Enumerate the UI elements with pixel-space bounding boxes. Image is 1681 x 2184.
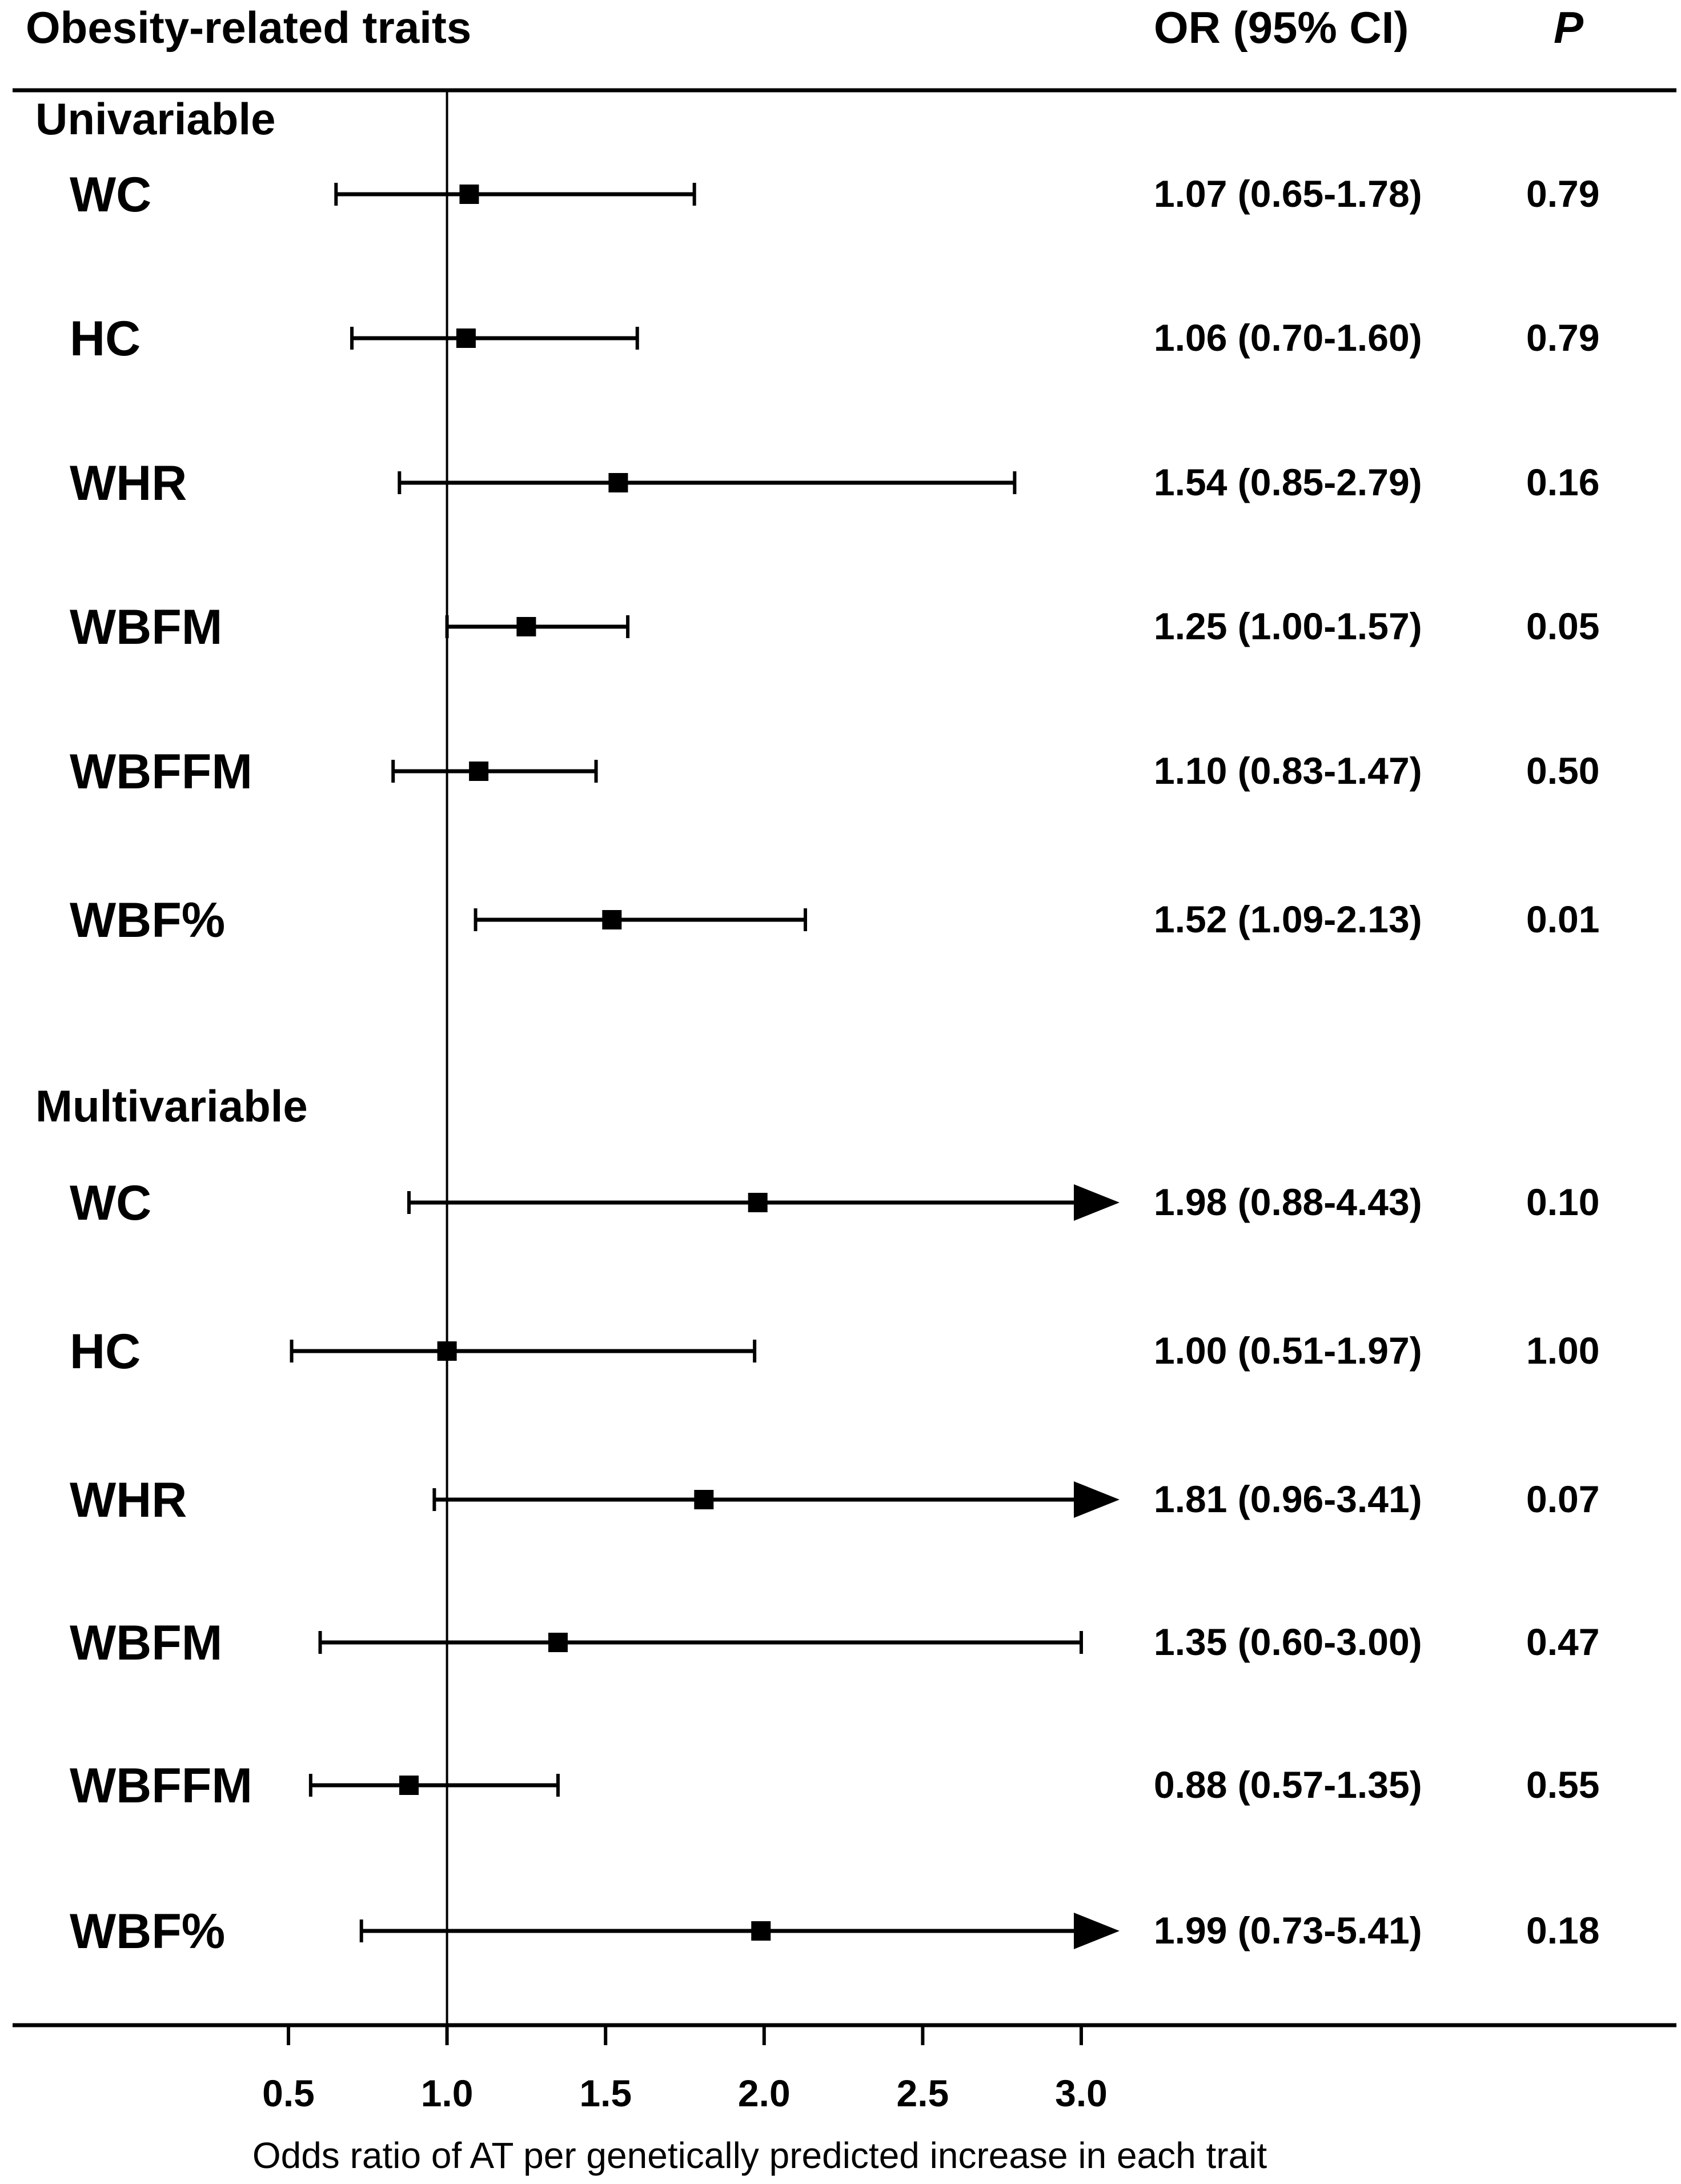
forest-row: WC 1.98 (0.88-4.43) 0.10 <box>70 1176 1599 1231</box>
trait-label: WBFM <box>70 1616 222 1670</box>
trait-label: WHR <box>70 1473 187 1528</box>
point-estimate <box>399 1776 419 1795</box>
or-ci-value: 1.10 (0.83-1.47) <box>1154 750 1422 792</box>
or-ci-value: 1.54 (0.85-2.79) <box>1154 461 1422 503</box>
or-ci-value: 1.07 (0.65-1.78) <box>1154 173 1422 215</box>
forest-row: WBFM 1.25 (1.00-1.57) 0.05 <box>70 600 1599 655</box>
trait-label: WC <box>70 167 151 222</box>
or-ci-value: 1.99 (0.73-5.41) <box>1154 1909 1422 1951</box>
trait-label: HC <box>70 311 141 366</box>
p-value: 0.18 <box>1526 1909 1599 1951</box>
point-estimate <box>548 1633 568 1652</box>
x-axis-label: Odds ratio of AT per genetically predict… <box>252 2135 1267 2176</box>
trait-label: WHR <box>70 456 187 511</box>
point-estimate <box>437 1341 457 1361</box>
p-value: 0.50 <box>1526 750 1599 792</box>
header-or: OR (95% CI) <box>1154 2 1409 53</box>
forest-row: HC 1.06 (0.70-1.60) 0.79 <box>70 311 1599 366</box>
point-estimate <box>456 328 476 348</box>
p-value: 0.79 <box>1526 316 1599 359</box>
point-estimate <box>751 1921 771 1941</box>
x-tick-label: 2.0 <box>738 2072 791 2114</box>
or-ci-value: 1.52 (1.09-2.13) <box>1154 898 1422 940</box>
trait-label: WBFFM <box>70 744 252 799</box>
ci-arrow <box>1074 1184 1120 1221</box>
trait-label: WBF% <box>70 1904 225 1959</box>
header-traits: Obesity-related traits <box>26 2 471 53</box>
point-estimate <box>469 762 489 781</box>
trait-label: WBF% <box>70 893 225 948</box>
p-value: 0.47 <box>1526 1621 1599 1663</box>
forest-row: WHR 1.54 (0.85-2.79) 0.16 <box>70 456 1599 511</box>
or-ci-value: 1.06 (0.70-1.60) <box>1154 316 1422 359</box>
trait-label: WBFFM <box>70 1758 252 1813</box>
p-value: 0.05 <box>1526 605 1599 647</box>
or-ci-value: 1.98 (0.88-4.43) <box>1154 1181 1422 1223</box>
or-ci-value: 1.25 (1.00-1.57) <box>1154 605 1422 647</box>
x-tick-label: 2.5 <box>897 2072 949 2114</box>
or-ci-value: 1.00 (0.51-1.97) <box>1154 1329 1422 1372</box>
point-estimate <box>516 617 536 636</box>
forest-row: WBFFM 1.10 (0.83-1.47) 0.50 <box>70 744 1599 799</box>
plot-rows: Univariable WC 1.07 (0.65-1.78) 0.79 HC 1.06 … <box>35 94 1599 1959</box>
forest-row: WBF% 1.52 (1.09-2.13) 0.01 <box>70 893 1599 948</box>
or-ci-value: 1.81 (0.96-3.41) <box>1154 1478 1422 1520</box>
point-estimate <box>459 185 479 204</box>
p-value: 0.16 <box>1526 461 1599 503</box>
forest-row: WC 1.07 (0.65-1.78) 0.79 <box>70 167 1599 222</box>
p-value: 1.00 <box>1526 1329 1599 1372</box>
forest-row: WBFM 1.35 (0.60-3.00) 0.47 <box>70 1616 1599 1670</box>
forest-row: WBF% 1.99 (0.73-5.41) 0.18 <box>70 1904 1599 1959</box>
trait-label: HC <box>70 1324 141 1379</box>
p-value: 0.01 <box>1526 898 1599 940</box>
point-estimate <box>602 910 622 929</box>
or-ci-value: 1.35 (0.60-3.00) <box>1154 1621 1422 1663</box>
forest-row: WBFFM 0.88 (0.57-1.35) 0.55 <box>70 1758 1599 1813</box>
p-value: 0.10 <box>1526 1181 1599 1223</box>
p-value: 0.79 <box>1526 173 1599 215</box>
point-estimate <box>608 473 628 492</box>
p-value: 0.55 <box>1526 1764 1599 1806</box>
x-axis: 0.5 1.0 1.5 2.0 2.5 3.0 <box>262 2025 1108 2114</box>
ci-arrow <box>1074 1913 1120 1949</box>
x-tick-label: 3.0 <box>1055 2072 1108 2114</box>
p-value: 0.07 <box>1526 1478 1599 1520</box>
point-estimate <box>748 1193 768 1212</box>
x-tick-label: 0.5 <box>262 2072 315 2114</box>
or-ci-value: 0.88 (0.57-1.35) <box>1154 1764 1422 1806</box>
header-p: P <box>1554 2 1584 53</box>
trait-label: WBFM <box>70 600 222 655</box>
group-heading: Univariable <box>35 94 276 144</box>
trait-label: WC <box>70 1176 151 1231</box>
x-tick-label: 1.5 <box>579 2072 632 2114</box>
ci-arrow <box>1074 1481 1120 1518</box>
forest-row: WHR 1.81 (0.96-3.41) 0.07 <box>70 1473 1599 1528</box>
point-estimate <box>694 1490 714 1509</box>
forest-row: HC 1.00 (0.51-1.97) 1.00 <box>70 1324 1599 1379</box>
x-tick-label: 1.0 <box>421 2072 474 2114</box>
group-heading: Multivariable <box>35 1081 308 1131</box>
